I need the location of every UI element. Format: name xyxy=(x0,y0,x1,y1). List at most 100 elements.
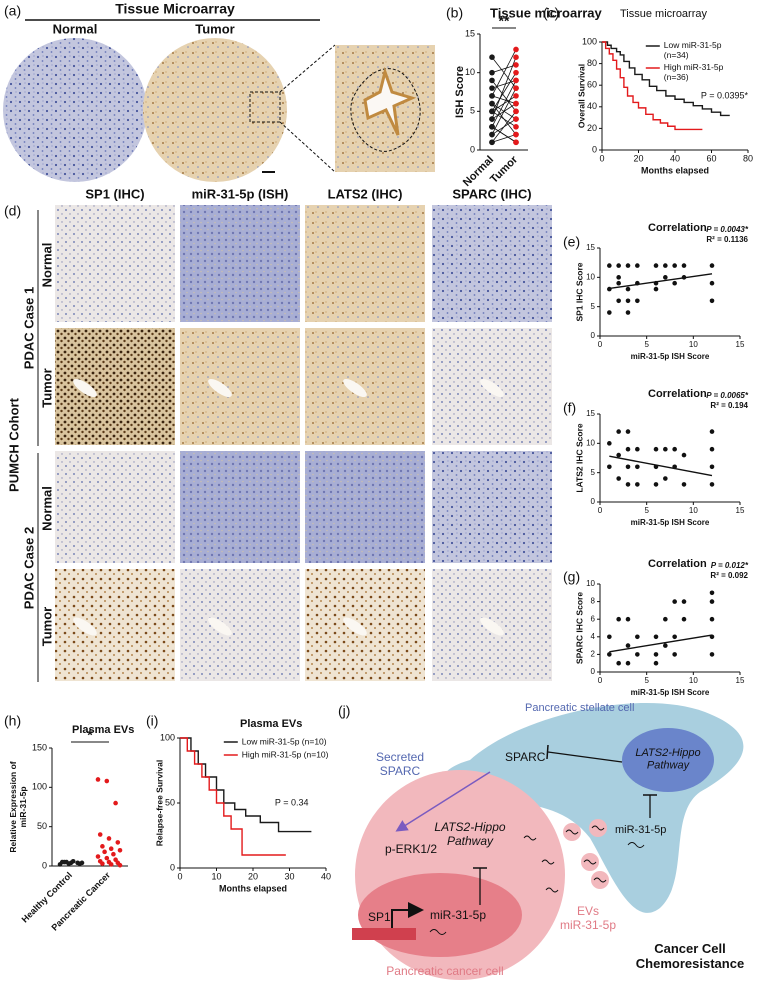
column-header: SP1 (IHC) xyxy=(85,186,144,201)
micrograph xyxy=(432,451,552,563)
panel-label: (a) xyxy=(4,3,21,19)
lumen xyxy=(343,378,367,398)
point xyxy=(681,263,687,268)
point xyxy=(635,634,640,640)
point xyxy=(625,263,631,268)
shape xyxy=(541,859,555,865)
panel-label: (g) xyxy=(563,569,580,585)
mirna-label: miR-31-5p xyxy=(430,908,486,922)
x-axis-label: miR-31-5p ISH Score xyxy=(631,518,710,527)
secreted-label: Secreted SPARC xyxy=(376,750,424,778)
chart: (h) Plasma EVs 0 50 100 150 Relative Expressio… xyxy=(4,713,134,933)
pair-line xyxy=(491,103,517,135)
point xyxy=(681,482,687,487)
x-tick-label: 0 xyxy=(177,871,182,881)
panel-label: (i) xyxy=(146,713,158,729)
x-tick-label: 20 xyxy=(633,153,643,163)
point xyxy=(672,652,677,657)
chart: (c) Tissue microarray 0 20 40 60 80 100 0 20 40 60 8… xyxy=(543,5,753,176)
micrograph xyxy=(305,205,425,322)
point xyxy=(607,634,612,640)
y-tick-label: 0 xyxy=(591,497,596,506)
x-tick-label: 15 xyxy=(736,506,745,515)
chart-title: Tissue microarray xyxy=(490,5,603,20)
point xyxy=(616,616,621,622)
chart-title: Correlation xyxy=(648,222,707,234)
point xyxy=(111,851,116,857)
pair-line xyxy=(491,72,517,112)
inhibition-bar xyxy=(546,744,549,760)
point xyxy=(672,634,677,640)
panel-label: (e) xyxy=(563,234,580,250)
micrograph xyxy=(180,451,300,563)
text-line: miR-31-5p xyxy=(18,786,28,827)
x-tick-label: 40 xyxy=(321,871,331,881)
point xyxy=(616,263,621,268)
point xyxy=(625,429,631,434)
x-tick-label: Tumor xyxy=(488,153,521,186)
y-tick-label: 0 xyxy=(170,862,175,872)
panel-label: (d) xyxy=(4,203,21,219)
x-tick-label: 5 xyxy=(644,340,649,349)
shape xyxy=(591,825,605,831)
x-tick-label: 0 xyxy=(599,153,604,163)
y-tick-label: 150 xyxy=(32,742,47,752)
point xyxy=(625,482,631,487)
text-line: miR-31-5p xyxy=(560,918,616,932)
point xyxy=(513,69,519,76)
r-squared: R² = 0.092 xyxy=(710,571,748,580)
pair-line xyxy=(491,56,517,89)
fit-line xyxy=(609,634,713,653)
point xyxy=(653,446,659,452)
point xyxy=(709,482,715,487)
zoom-guide xyxy=(279,44,336,93)
point xyxy=(117,847,123,853)
point xyxy=(489,131,495,138)
point xyxy=(616,476,621,481)
x-tick-label: 10 xyxy=(689,340,698,349)
row-label: Tumor xyxy=(39,368,54,407)
y-tick-label: 10 xyxy=(586,438,595,447)
point xyxy=(513,93,519,99)
y-axis-label: SPARC IHC Score xyxy=(574,592,584,664)
legend-label: High miR-31-5p (n=36) xyxy=(664,62,724,82)
point xyxy=(709,429,715,434)
point xyxy=(625,310,631,315)
x-tick-label: 5 xyxy=(644,506,649,515)
point xyxy=(97,832,103,837)
protein-label: SPARC xyxy=(505,750,546,764)
text-line: LATS2-Hippo xyxy=(635,747,700,759)
fit-line xyxy=(609,455,713,477)
point xyxy=(709,298,715,304)
point xyxy=(513,85,519,91)
chart-title: Plasma EVs xyxy=(72,724,134,736)
point xyxy=(489,85,495,91)
chart-title: Correlation xyxy=(648,558,707,570)
point xyxy=(64,859,69,865)
point xyxy=(513,54,519,60)
gland-outline xyxy=(350,68,421,152)
y-tick-label: 20 xyxy=(587,123,597,133)
point xyxy=(108,846,114,851)
point xyxy=(709,599,715,604)
point xyxy=(709,652,715,657)
text-line: Pathway xyxy=(447,834,494,848)
panel-title: Tissue Microarray xyxy=(115,1,235,17)
cell-label: Pancreatic stellate cell xyxy=(525,702,634,714)
shape xyxy=(565,829,579,835)
point xyxy=(625,616,631,622)
x-tick-label: 20 xyxy=(248,871,258,881)
point xyxy=(672,263,677,268)
point xyxy=(113,800,118,806)
y-tick-label: 5 xyxy=(591,302,596,311)
point xyxy=(513,100,519,107)
y-tick-label: 10 xyxy=(586,272,595,281)
panel-d: (d) PUMCH Cohort PDAC Case 1 PDAC Case 2 xyxy=(4,203,540,682)
point xyxy=(616,660,621,666)
point xyxy=(513,108,519,115)
point xyxy=(115,840,121,845)
micrograph xyxy=(55,569,175,681)
survival-curve xyxy=(602,41,703,131)
survival-curve xyxy=(180,737,312,833)
